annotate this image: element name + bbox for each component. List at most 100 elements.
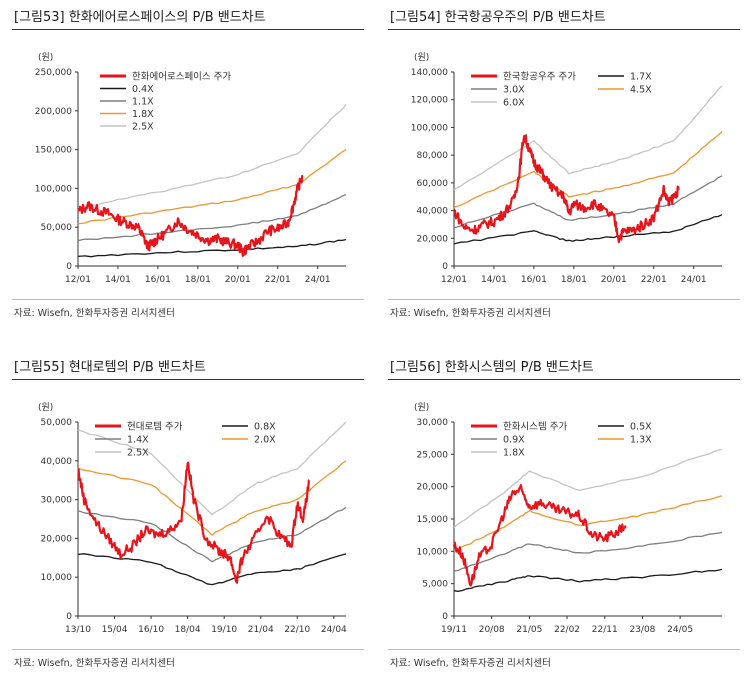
series-line-band_mid (453, 531, 723, 572)
unit-label: (원) (38, 52, 53, 63)
y-tick-label: 250,000 (35, 68, 72, 78)
y-tick-label: 0 (442, 262, 448, 272)
x-tick-label: 20/01 (601, 275, 627, 285)
title-divider (388, 379, 740, 380)
title-divider (388, 29, 740, 30)
y-tick-label: 60,000 (417, 179, 449, 189)
y-tick-label: 20,000 (417, 234, 449, 244)
y-tick-label: 25,000 (417, 450, 449, 460)
series-line-price (453, 134, 680, 244)
y-tick-label: 40,000 (41, 457, 73, 467)
y-tick-label: 30,000 (417, 418, 449, 428)
legend-label: 1.8X (132, 109, 154, 120)
series-line-band_orange (453, 131, 723, 208)
x-tick-label: 24/04 (321, 625, 347, 635)
series-line-band_mid (77, 506, 347, 563)
panel-korea-aerospace: [그림54] 한국항공우주의 P/B 밴드차트 (원) 0 20,000 40,000… (376, 0, 752, 350)
x-tick-label: 24/01 (681, 275, 707, 285)
series-line-band_orange (77, 149, 347, 225)
x-tick-label: 16/01 (521, 275, 547, 285)
x-tick-label: 19/11 (441, 625, 467, 635)
legend-label: 한화에어로스페이스 주가 (132, 72, 231, 83)
source-note: 자료: Wisefn, 한화투자증권 리서치센터 (14, 308, 175, 319)
legend-label: 1.1X (132, 97, 154, 108)
x-tick-label: 22/01 (265, 275, 291, 285)
panel-hanwha-aerospace: [그림53] 한화에어로스페이스의 P/B 밴드차트 (원) 0 50,000 100… (0, 0, 376, 350)
y-tick-label: 150,000 (35, 146, 72, 156)
x-tick-label: 12/01 (441, 275, 467, 285)
source-note: 자료: Wisefn, 한화투자증권 리서치센터 (14, 658, 175, 669)
x-tick-label: 19/10 (211, 625, 237, 635)
y-tick-label: 140,000 (411, 68, 448, 78)
pb-band-chart-hanwha-systems: (원) 0 5,000 10,000 15,000 20,000 25,000 30,000 1… (414, 402, 723, 635)
x-tick-label: 23/08 (629, 625, 655, 635)
chart-title: [그림56] 한화시스템의 P/B 밴드차트 (390, 360, 594, 375)
unit-label: (원) (38, 402, 53, 413)
x-tick-label: 14/01 (481, 275, 507, 285)
legend-label: 1.7X (630, 72, 652, 83)
x-tick-label: 18/04 (175, 625, 201, 635)
title-divider (12, 29, 364, 30)
chart-title: [그림54] 한국항공우주의 P/B 밴드차트 (390, 10, 606, 25)
y-tick-label: 10,000 (41, 573, 73, 583)
y-tick-label: 30,000 (41, 496, 73, 506)
series-line-band_dark (453, 568, 723, 592)
chart-title: [그림53] 한화에어로스페이스의 P/B 밴드차트 (14, 10, 266, 25)
panel-hyundai-rotem: [그림55] 현대로템의 P/B 밴드차트 (원) 0 10,000 20,000 30… (0, 350, 376, 700)
legend-label: 0.9X (503, 435, 525, 446)
x-tick-label: 21/04 (248, 625, 274, 635)
x-tick-label: 15/04 (102, 625, 128, 635)
x-tick-label: 13/10 (65, 625, 91, 635)
series-line-band_light (77, 421, 347, 516)
legend-label: 1.8X (503, 448, 525, 459)
x-tick-label: 16/01 (145, 275, 171, 285)
unit-label: (원) (414, 402, 429, 413)
x-tick-label: 24/01 (305, 275, 331, 285)
legend-label: 현대로템 주가 (127, 421, 183, 433)
x-tick-label: 20/01 (225, 275, 251, 285)
source-divider (12, 649, 364, 650)
legend-label: 0.8X (254, 422, 276, 433)
unit-label: (원) (414, 52, 429, 63)
series-line-band_mid (453, 175, 723, 229)
y-tick-label: 0 (66, 262, 72, 272)
x-tick-label: 22/01 (641, 275, 667, 285)
y-tick-label: 10,000 (417, 547, 449, 557)
title-divider (12, 379, 364, 380)
series-line-band_light (77, 104, 347, 208)
x-tick-label: 24/05 (667, 625, 693, 635)
y-tick-label: 200,000 (35, 107, 72, 117)
legend-label: 2.0X (254, 435, 276, 446)
source-divider (388, 299, 740, 300)
series-line-price (77, 174, 304, 257)
x-tick-label: 22/02 (554, 625, 580, 635)
y-tick-label: 80,000 (417, 151, 449, 161)
legend-label: 1.4X (127, 435, 149, 446)
series-line-band_light (453, 85, 723, 191)
series-line-band_dark (453, 214, 723, 245)
series-line-band_dark (77, 553, 347, 586)
y-tick-label: 100,000 (35, 184, 72, 194)
y-tick-label: 15,000 (417, 515, 449, 525)
legend-label: 4.5X (630, 85, 652, 96)
source-divider (12, 299, 364, 300)
x-tick-label: 21/05 (516, 625, 542, 635)
y-tick-label: 100,000 (411, 123, 448, 133)
source-note: 자료: Wisefn, 한화투자증권 리서치센터 (390, 308, 551, 319)
x-tick-label: 20/08 (479, 625, 505, 635)
panel-hanwha-systems: [그림56] 한화시스템의 P/B 밴드차트 (원) 0 5,000 10,000 15… (376, 350, 752, 700)
x-tick-label: 22/11 (592, 625, 618, 635)
pb-band-chart-korea-aerospace: (원) 0 20,000 40,000 60,000 80,000 100,000 120,0… (411, 52, 723, 285)
y-tick-label: 0 (442, 612, 448, 622)
legend-label: 한화시스템 주가 (503, 421, 567, 433)
y-tick-label: 50,000 (41, 418, 73, 428)
legend-label: 3.0X (503, 85, 525, 96)
y-tick-label: 0 (66, 612, 72, 622)
y-tick-label: 20,000 (41, 534, 73, 544)
x-tick-label: 22/10 (284, 625, 310, 635)
chart-title: [그림55] 현대로템의 P/B 밴드차트 (14, 360, 206, 375)
y-tick-label: 50,000 (41, 223, 73, 233)
pb-band-chart-hyundai-rotem: (원) 0 10,000 20,000 30,000 40,000 50,000 13/10 1… (38, 402, 347, 635)
x-tick-label: 12/01 (65, 275, 91, 285)
legend-label: 한국항공우주 주가 (503, 72, 576, 83)
